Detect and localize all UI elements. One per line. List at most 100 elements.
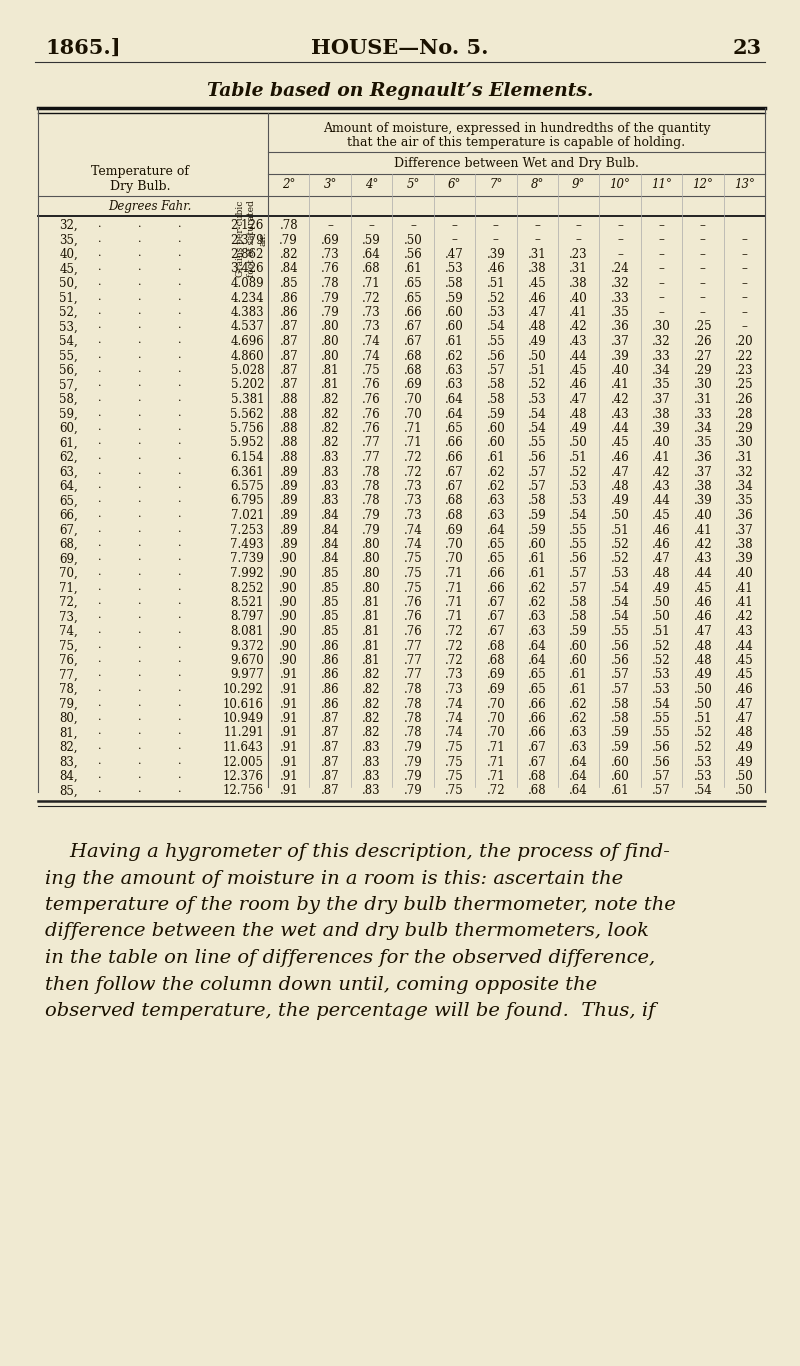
Text: .55: .55 — [486, 335, 505, 348]
Text: .55: .55 — [570, 523, 588, 537]
Text: .: . — [178, 596, 182, 607]
Text: .79: .79 — [321, 306, 339, 320]
Text: .: . — [178, 510, 182, 519]
Text: .78: .78 — [279, 219, 298, 232]
Text: .37: .37 — [694, 466, 712, 478]
Text: .55: .55 — [528, 437, 546, 449]
Text: .56: .56 — [652, 740, 671, 754]
Text: .89: .89 — [279, 479, 298, 493]
Text: .49: .49 — [735, 740, 754, 754]
Text: 82,: 82, — [59, 740, 78, 754]
Text: .: . — [178, 784, 182, 795]
Text: –: – — [410, 219, 416, 232]
Text: .85: .85 — [321, 596, 339, 609]
Text: .80: .80 — [362, 538, 381, 550]
Text: .81: .81 — [321, 363, 339, 377]
Text: .46: .46 — [610, 451, 630, 464]
Text: 58,: 58, — [59, 393, 78, 406]
Text: .58: .58 — [445, 277, 464, 290]
Text: .35: .35 — [652, 378, 671, 392]
Text: .53: .53 — [652, 668, 671, 682]
Text: .88: .88 — [279, 422, 298, 434]
Text: .81: .81 — [362, 639, 381, 653]
Text: .38: .38 — [570, 277, 588, 290]
Text: 66,: 66, — [59, 510, 78, 522]
Text: .58: .58 — [610, 712, 630, 725]
Text: .: . — [98, 784, 102, 795]
Text: .64: .64 — [486, 523, 505, 537]
Text: 7°: 7° — [489, 178, 502, 191]
Text: .46: .46 — [694, 611, 712, 623]
Text: .64: .64 — [528, 639, 546, 653]
Text: .87: .87 — [321, 755, 339, 769]
Text: .65: .65 — [528, 683, 546, 697]
Text: .54: .54 — [528, 407, 546, 421]
Text: 12.756: 12.756 — [223, 784, 264, 798]
Text: .56: .56 — [570, 552, 588, 566]
Text: .84: .84 — [321, 552, 339, 566]
Text: .34: .34 — [694, 422, 712, 434]
Text: .78: .78 — [404, 683, 422, 697]
Text: .20: .20 — [735, 335, 754, 348]
Text: 81,: 81, — [59, 727, 78, 739]
Text: .61: .61 — [528, 552, 546, 566]
Text: .64: .64 — [570, 755, 588, 769]
Text: .: . — [138, 451, 142, 460]
Text: .59: .59 — [528, 523, 546, 537]
Text: .33: .33 — [610, 291, 630, 305]
Text: .: . — [138, 494, 142, 504]
Text: .82: .82 — [362, 683, 381, 697]
Text: 8°: 8° — [530, 178, 544, 191]
Text: .: . — [98, 510, 102, 519]
Text: 8.252: 8.252 — [230, 582, 264, 594]
Text: .33: .33 — [652, 350, 671, 362]
Text: .: . — [98, 437, 102, 447]
Text: .77: .77 — [403, 668, 422, 682]
Text: 7.493: 7.493 — [230, 538, 264, 550]
Text: .40: .40 — [735, 567, 754, 581]
Text: .29: .29 — [694, 363, 712, 377]
Text: .82: .82 — [362, 668, 381, 682]
Text: .86: .86 — [321, 654, 339, 667]
Text: 3.426: 3.426 — [230, 262, 264, 276]
Text: .: . — [98, 668, 102, 679]
Text: .48: .48 — [610, 479, 630, 493]
Text: .66: .66 — [528, 712, 546, 725]
Text: .: . — [178, 654, 182, 664]
Text: .: . — [138, 755, 142, 765]
Text: .70: .70 — [445, 552, 464, 566]
Text: .39: .39 — [652, 422, 671, 434]
Text: .: . — [178, 378, 182, 388]
Text: .87: .87 — [321, 727, 339, 739]
Text: .40: .40 — [610, 363, 630, 377]
Text: .: . — [98, 335, 102, 346]
Text: .91: .91 — [279, 698, 298, 710]
Text: .39: .39 — [694, 494, 712, 508]
Text: –: – — [658, 291, 664, 305]
Text: .: . — [98, 249, 102, 258]
Text: .60: .60 — [610, 770, 630, 783]
Text: .48: .48 — [694, 639, 712, 653]
Text: 59,: 59, — [59, 407, 78, 421]
Text: 9°: 9° — [572, 178, 586, 191]
Text: .: . — [178, 712, 182, 723]
Text: .66: .66 — [528, 727, 546, 739]
Text: .51: .51 — [610, 523, 630, 537]
Text: 10.616: 10.616 — [223, 698, 264, 710]
Text: .63: .63 — [486, 510, 505, 522]
Text: .: . — [138, 437, 142, 447]
Text: .60: .60 — [445, 306, 464, 320]
Text: .78: .78 — [404, 712, 422, 725]
Text: 8.521: 8.521 — [230, 596, 264, 609]
Text: .55: .55 — [652, 712, 671, 725]
Text: .83: .83 — [321, 494, 339, 508]
Text: temperature of the room by the dry bulb thermometer, note the: temperature of the room by the dry bulb … — [45, 896, 676, 914]
Text: .73: .73 — [321, 249, 339, 261]
Text: .: . — [178, 755, 182, 765]
Text: .72: .72 — [362, 291, 381, 305]
Text: .: . — [138, 596, 142, 607]
Text: .78: .78 — [321, 277, 339, 290]
Text: .60: .60 — [445, 321, 464, 333]
Text: .: . — [138, 234, 142, 243]
Text: .88: .88 — [279, 437, 298, 449]
